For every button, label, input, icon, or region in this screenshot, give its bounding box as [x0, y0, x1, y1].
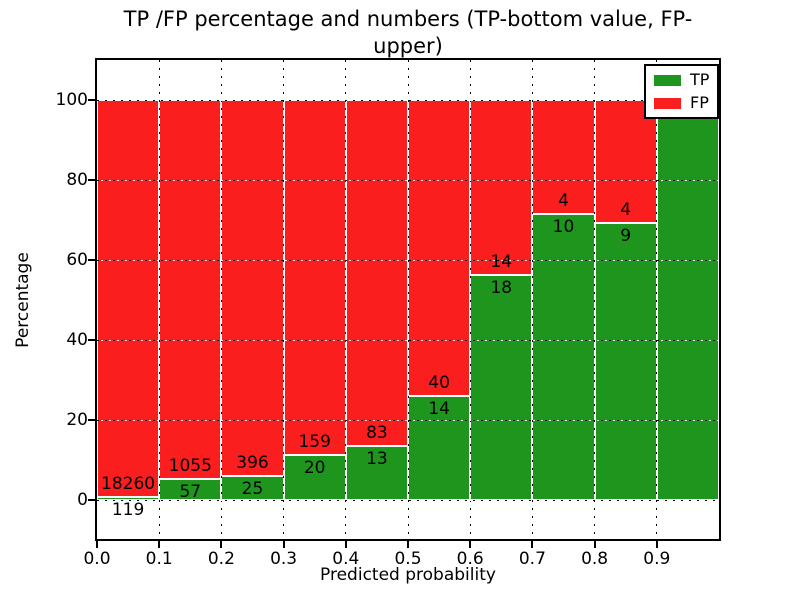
legend-swatch-TP: [654, 74, 681, 86]
y-tick-label-80: 80: [66, 170, 88, 190]
bar-segment-tp-0.8: [594, 223, 657, 500]
x-tick-label-0.0: 0.0: [83, 549, 111, 569]
y-tick-60: [88, 259, 95, 261]
x-tick-0.9: [655, 541, 658, 548]
x-tick-0.1: [158, 541, 161, 548]
y-tick-0: [88, 499, 95, 501]
fp-count-label-0.1: 1055: [168, 456, 212, 477]
legend-label-TP: TP: [690, 70, 710, 89]
x-tick-label-0.9: 0.9: [643, 549, 671, 569]
x-tick-0.4: [344, 541, 347, 548]
fp-count-label-0.2: 396: [236, 453, 269, 474]
tp-count-label-0.6: 18: [490, 278, 513, 298]
bar-segment-fp-0.1: [159, 100, 222, 480]
tp-count-label-0.0: 119: [111, 500, 145, 521]
x-tick-0.8: [593, 541, 596, 548]
y-tick-40: [88, 339, 95, 341]
bar-segment-fp-0.3: [283, 100, 346, 456]
fp-count-label-0.6: 14: [490, 252, 513, 272]
x-tick-0.2: [220, 541, 223, 548]
bar-segment-fp-0.4: [345, 100, 408, 446]
y-tick-label-20: 20: [66, 410, 88, 430]
tp-count-label-0.3: 20: [303, 458, 326, 479]
bar-segment-fp-0.5: [408, 100, 471, 397]
y-tick-80: [88, 179, 95, 181]
bar-segment-tp-0.3: [283, 455, 346, 500]
x-tick-label-0.7: 0.7: [518, 549, 546, 569]
x-tick-0.6: [469, 541, 472, 548]
tp-count-label-0.1: 57: [179, 482, 202, 503]
bar-segment-tp-0.6: [470, 275, 533, 500]
tp-count-label-0.4: 13: [366, 448, 388, 469]
x-tick-label-0.6: 0.6: [456, 549, 484, 569]
x-tick-0.3: [282, 541, 285, 548]
tp-count-label-0.8: 9: [620, 226, 632, 247]
bar-segment-tp-0.1: [159, 479, 222, 500]
bar-segment-tp-0.4: [345, 445, 408, 500]
y-tick-label-60: 60: [66, 250, 88, 270]
x-tick-label-0.2: 0.2: [207, 549, 235, 569]
fp-count-label-0.8: 4: [620, 200, 632, 221]
tp-count-label-0.2: 25: [241, 479, 264, 500]
y-tick-100: [88, 99, 95, 101]
x-tick-label-0.5: 0.5: [394, 549, 422, 569]
legend-swatch-FP: [654, 97, 681, 109]
fp-count-label-0.3: 159: [298, 432, 331, 453]
fp-count-label-0.4: 83: [366, 422, 388, 443]
x-tick-label-0.3: 0.3: [270, 549, 298, 569]
bar-segment-fp-0.7: [532, 100, 595, 215]
tp-count-label-0.5: 14: [428, 399, 450, 420]
bar-segment-tp-0.2: [221, 476, 284, 500]
fp-count-label-0.5: 40: [428, 373, 450, 394]
x-tick-label-0.1: 0.1: [145, 549, 173, 569]
y-tick-label-40: 40: [66, 330, 88, 350]
x-tick-0.5: [407, 541, 409, 548]
x-tick-label-0.8: 0.8: [581, 549, 609, 569]
y-tick-label-0: 0: [77, 490, 88, 510]
bar-segment-tp-0.9: [656, 100, 719, 500]
bar-segment-tp-0.7: [532, 214, 595, 500]
legend-entry-TP: TP: [654, 72, 709, 88]
bar-segment-fp-0.6: [470, 100, 533, 275]
fp-count-label-0.7: 4: [558, 191, 569, 212]
x-axis-label: Predicted probability: [320, 565, 496, 585]
chart-title-line1: TP /FP percentage and numbers (TP-bottom…: [123, 7, 693, 58]
legend-label-FP: FP: [690, 93, 709, 112]
bar-segment-fp-0.2: [221, 100, 284, 477]
legend: TP FP: [644, 64, 720, 119]
x-tick-0.0: [96, 541, 98, 548]
y-tick-20: [88, 419, 95, 421]
plot-area: 18260 119 1055 57 396 25 159 20 83 13 40 14 14 18 4 10 4…: [97, 60, 719, 539]
bar-segment-fp-0.8: [594, 100, 657, 224]
y-tick-label-100: 100: [55, 90, 88, 110]
bar-segment-fp-0.0: [97, 100, 160, 498]
tp-count-label-0.7: 10: [552, 217, 575, 238]
x-tick-label-0.4: 0.4: [332, 549, 360, 569]
x-tick-0.7: [531, 541, 534, 548]
y-axis-label: Percentage: [13, 252, 33, 348]
fp-count-label-0.0: 18260: [101, 474, 156, 495]
bar-segment-tp-0.5: [408, 396, 471, 500]
legend-entry-FP: FP: [654, 95, 709, 111]
